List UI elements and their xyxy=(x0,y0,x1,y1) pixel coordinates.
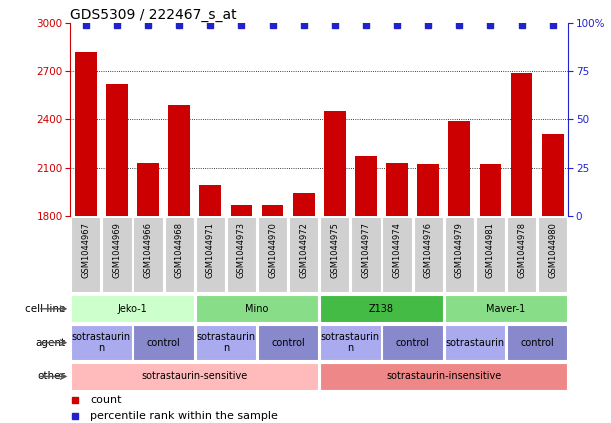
FancyBboxPatch shape xyxy=(414,217,443,292)
FancyBboxPatch shape xyxy=(258,217,287,292)
Text: sotrastaurin-insensitive: sotrastaurin-insensitive xyxy=(386,371,502,382)
FancyBboxPatch shape xyxy=(351,217,381,292)
Text: sotrastaurin
n: sotrastaurin n xyxy=(196,332,255,354)
Text: GSM1044974: GSM1044974 xyxy=(392,222,401,278)
Text: other: other xyxy=(37,371,65,382)
Bar xyxy=(75,52,97,216)
FancyBboxPatch shape xyxy=(476,217,505,292)
Text: GSM1044970: GSM1044970 xyxy=(268,222,277,278)
Bar xyxy=(324,112,346,216)
Text: control: control xyxy=(271,338,305,348)
FancyBboxPatch shape xyxy=(164,217,194,292)
Text: GSM1044969: GSM1044969 xyxy=(112,222,122,278)
Text: agent: agent xyxy=(35,338,65,348)
FancyBboxPatch shape xyxy=(71,363,318,390)
Bar xyxy=(137,163,159,216)
FancyBboxPatch shape xyxy=(382,325,443,360)
Text: Maver-1: Maver-1 xyxy=(486,304,525,314)
Text: GSM1044971: GSM1044971 xyxy=(206,222,215,278)
FancyBboxPatch shape xyxy=(320,325,381,360)
FancyBboxPatch shape xyxy=(320,217,349,292)
Bar xyxy=(511,73,532,216)
Text: sotrastaurin
n: sotrastaurin n xyxy=(321,332,380,354)
Text: control: control xyxy=(520,338,554,348)
Text: GSM1044981: GSM1044981 xyxy=(486,222,495,278)
Bar xyxy=(293,193,315,216)
FancyBboxPatch shape xyxy=(71,325,131,360)
Text: sotrastaurin-sensitive: sotrastaurin-sensitive xyxy=(142,371,248,382)
Bar xyxy=(480,165,501,216)
Text: count: count xyxy=(90,395,122,405)
Bar xyxy=(262,204,284,216)
Text: GSM1044967: GSM1044967 xyxy=(81,222,90,278)
Text: control: control xyxy=(147,338,180,348)
FancyBboxPatch shape xyxy=(196,217,225,292)
Text: GSM1044973: GSM1044973 xyxy=(237,222,246,278)
Bar xyxy=(386,163,408,216)
FancyBboxPatch shape xyxy=(320,363,567,390)
FancyBboxPatch shape xyxy=(102,217,131,292)
Text: cell line: cell line xyxy=(25,304,65,314)
FancyBboxPatch shape xyxy=(507,325,567,360)
Text: GSM1044972: GSM1044972 xyxy=(299,222,308,278)
Text: Mino: Mino xyxy=(245,304,269,314)
FancyBboxPatch shape xyxy=(289,217,318,292)
Bar xyxy=(355,157,377,216)
Bar xyxy=(199,185,221,216)
Bar xyxy=(168,105,190,216)
Text: percentile rank within the sample: percentile rank within the sample xyxy=(90,411,278,421)
FancyBboxPatch shape xyxy=(445,295,567,322)
FancyBboxPatch shape xyxy=(71,295,194,322)
Bar xyxy=(417,165,439,216)
Text: sotrastaurin: sotrastaurin xyxy=(445,338,505,348)
FancyBboxPatch shape xyxy=(258,325,318,360)
Text: GSM1044975: GSM1044975 xyxy=(331,222,339,278)
FancyBboxPatch shape xyxy=(227,217,256,292)
Text: GSM1044977: GSM1044977 xyxy=(362,222,370,278)
FancyBboxPatch shape xyxy=(71,217,100,292)
Bar xyxy=(106,84,128,216)
FancyBboxPatch shape xyxy=(133,325,194,360)
FancyBboxPatch shape xyxy=(445,217,474,292)
Text: GDS5309 / 222467_s_at: GDS5309 / 222467_s_at xyxy=(70,8,237,22)
Text: sotrastaurin
n: sotrastaurin n xyxy=(72,332,131,354)
FancyBboxPatch shape xyxy=(538,217,567,292)
Text: Z138: Z138 xyxy=(369,304,394,314)
FancyBboxPatch shape xyxy=(382,217,412,292)
Bar xyxy=(542,134,563,216)
FancyBboxPatch shape xyxy=(133,217,163,292)
Text: control: control xyxy=(396,338,430,348)
Text: GSM1044979: GSM1044979 xyxy=(455,222,464,278)
Text: GSM1044978: GSM1044978 xyxy=(517,222,526,278)
FancyBboxPatch shape xyxy=(196,325,256,360)
FancyBboxPatch shape xyxy=(320,295,443,322)
FancyBboxPatch shape xyxy=(196,295,318,322)
Text: Jeko-1: Jeko-1 xyxy=(118,304,147,314)
Bar xyxy=(448,121,470,216)
FancyBboxPatch shape xyxy=(445,325,505,360)
Text: GSM1044968: GSM1044968 xyxy=(175,222,184,278)
FancyBboxPatch shape xyxy=(507,217,536,292)
Text: GSM1044980: GSM1044980 xyxy=(548,222,557,278)
Text: GSM1044976: GSM1044976 xyxy=(423,222,433,278)
Bar xyxy=(230,204,252,216)
Text: GSM1044966: GSM1044966 xyxy=(144,222,153,278)
